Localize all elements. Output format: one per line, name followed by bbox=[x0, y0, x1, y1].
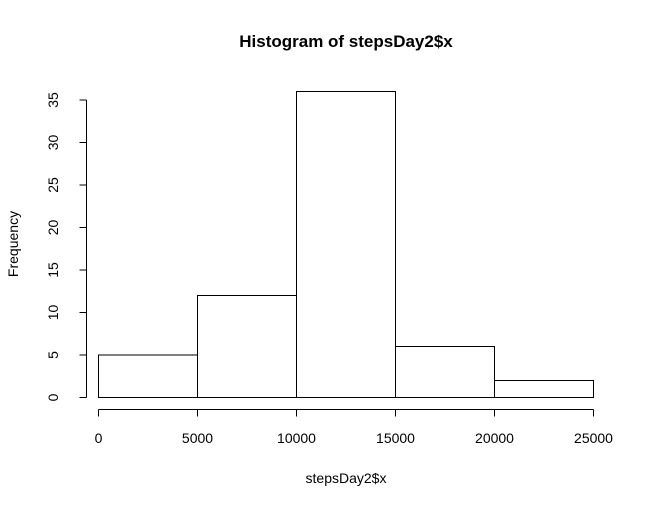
chart-title: Histogram of stepsDay2$x bbox=[239, 32, 453, 51]
x-tick-label: 20000 bbox=[475, 430, 514, 446]
y-tick-label: 5 bbox=[45, 351, 61, 359]
histogram-bar-5 bbox=[494, 380, 594, 398]
histogram-bar-3 bbox=[296, 91, 396, 398]
x-axis: 0 5000 10000 15000 20000 25000 bbox=[95, 409, 613, 446]
x-tick-label: 5000 bbox=[182, 430, 213, 446]
y-tick-label: 0 bbox=[45, 393, 61, 401]
y-tick-label: 10 bbox=[45, 305, 61, 321]
histogram-bar-4 bbox=[395, 346, 495, 398]
x-axis-label: stepsDay2$x bbox=[306, 470, 387, 486]
bars-group bbox=[98, 91, 594, 398]
x-tick-label: 25000 bbox=[574, 430, 613, 446]
y-tick-label: 15 bbox=[45, 262, 61, 278]
x-tick-label: 15000 bbox=[376, 430, 415, 446]
y-axis: 0 5 10 15 20 25 30 35 bbox=[45, 92, 87, 401]
y-tick-label: 25 bbox=[45, 177, 61, 193]
y-tick-label: 30 bbox=[45, 135, 61, 151]
histogram-bar-2 bbox=[197, 295, 297, 398]
x-tick-label: 10000 bbox=[277, 430, 316, 446]
y-tick-label: 20 bbox=[45, 220, 61, 236]
histogram-bar-1 bbox=[98, 354, 198, 398]
x-tick-label: 0 bbox=[95, 430, 103, 446]
y-tick-label: 35 bbox=[45, 92, 61, 108]
y-axis-label: Frequency bbox=[5, 211, 21, 277]
